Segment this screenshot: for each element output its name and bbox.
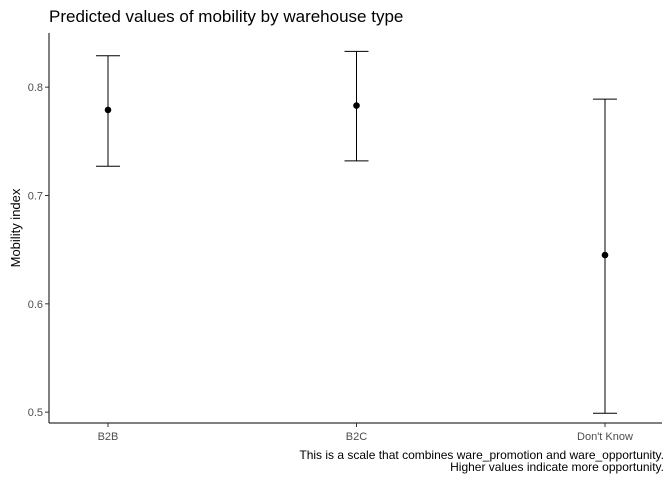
error-bars [96, 50, 617, 414]
x-tick-label: B2C [346, 431, 367, 443]
x-tick-label: B2B [98, 431, 119, 443]
y-tick-label: 0.5 [28, 407, 43, 419]
estimate-point [104, 106, 112, 114]
y-axis-label: Mobility index [8, 188, 23, 267]
x-axis-ticks: B2B B2C Don't Know [98, 423, 633, 443]
y-tick-label: 0.6 [28, 299, 43, 311]
estimate-point [353, 102, 360, 109]
chart-title: Predicted values of mobility by warehous… [49, 7, 404, 26]
x-tick-label: Don't Know [577, 431, 633, 443]
caption-line-1: This is a scale that combines ware_promo… [299, 448, 664, 462]
caption-line-2: Higher values indicate more opportunity. [450, 460, 664, 474]
estimate-point [601, 251, 609, 259]
y-tick-label: 0.7 [28, 191, 43, 203]
y-axis-ticks: 0.5 0.6 0.7 0.8 [28, 82, 49, 419]
y-tick-label: 0.8 [28, 82, 43, 94]
